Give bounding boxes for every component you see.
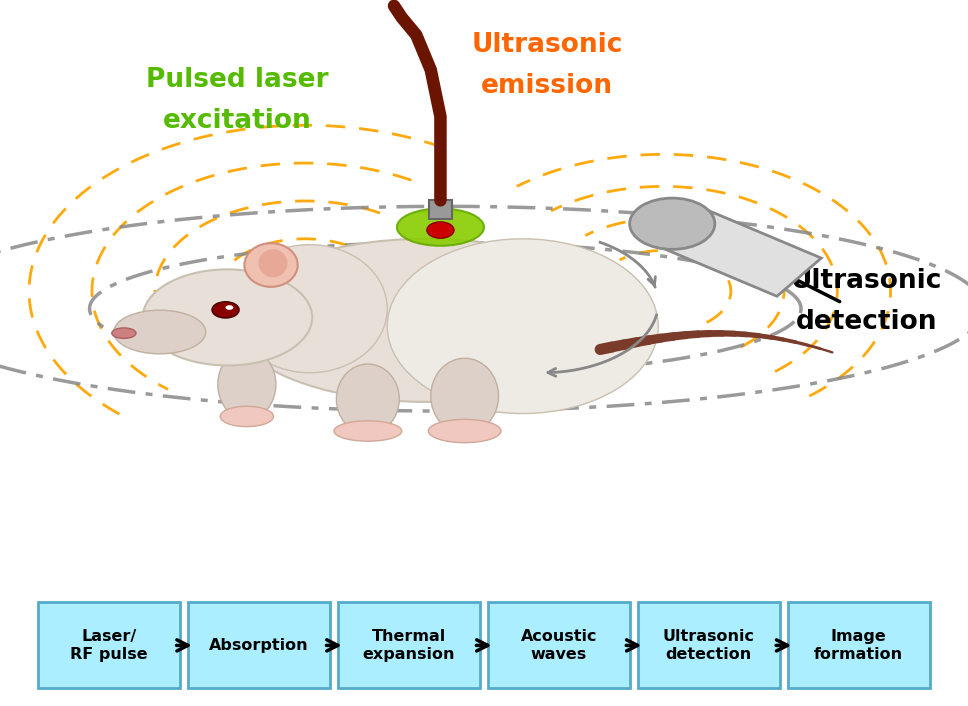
Circle shape (212, 301, 239, 318)
Circle shape (427, 222, 454, 238)
Ellipse shape (244, 243, 298, 287)
Polygon shape (416, 211, 465, 218)
Text: detection: detection (796, 309, 937, 335)
Ellipse shape (428, 419, 501, 443)
Ellipse shape (143, 270, 312, 366)
Circle shape (629, 198, 714, 249)
Ellipse shape (431, 358, 499, 434)
FancyBboxPatch shape (638, 602, 780, 688)
FancyBboxPatch shape (188, 602, 330, 688)
Circle shape (226, 305, 233, 310)
Text: Ultrasonic: Ultrasonic (791, 268, 942, 294)
Text: Ultrasonic: Ultrasonic (471, 32, 622, 59)
Text: Laser/
RF pulse: Laser/ RF pulse (71, 629, 148, 662)
Ellipse shape (337, 364, 400, 434)
Polygon shape (650, 205, 821, 297)
Polygon shape (433, 208, 448, 218)
FancyBboxPatch shape (788, 602, 930, 688)
Ellipse shape (258, 249, 287, 277)
Text: Absorption: Absorption (209, 638, 309, 653)
FancyBboxPatch shape (338, 602, 480, 688)
Ellipse shape (232, 244, 387, 373)
Text: Image
formation: Image formation (814, 629, 903, 662)
Text: Ultrasonic
detection: Ultrasonic detection (663, 629, 755, 662)
FancyBboxPatch shape (38, 602, 180, 688)
FancyBboxPatch shape (488, 602, 630, 688)
Ellipse shape (334, 421, 402, 441)
Ellipse shape (397, 208, 484, 246)
Ellipse shape (387, 239, 658, 414)
Text: Pulsed laser: Pulsed laser (146, 67, 328, 93)
Ellipse shape (112, 328, 136, 338)
Ellipse shape (232, 239, 620, 402)
Ellipse shape (221, 406, 274, 426)
FancyBboxPatch shape (429, 201, 452, 219)
Text: excitation: excitation (163, 108, 312, 134)
Ellipse shape (114, 310, 205, 354)
Text: emission: emission (481, 73, 613, 99)
Ellipse shape (218, 349, 276, 419)
Text: Acoustic
waves: Acoustic waves (521, 629, 597, 662)
Text: Thermal
expansion: Thermal expansion (363, 629, 455, 662)
